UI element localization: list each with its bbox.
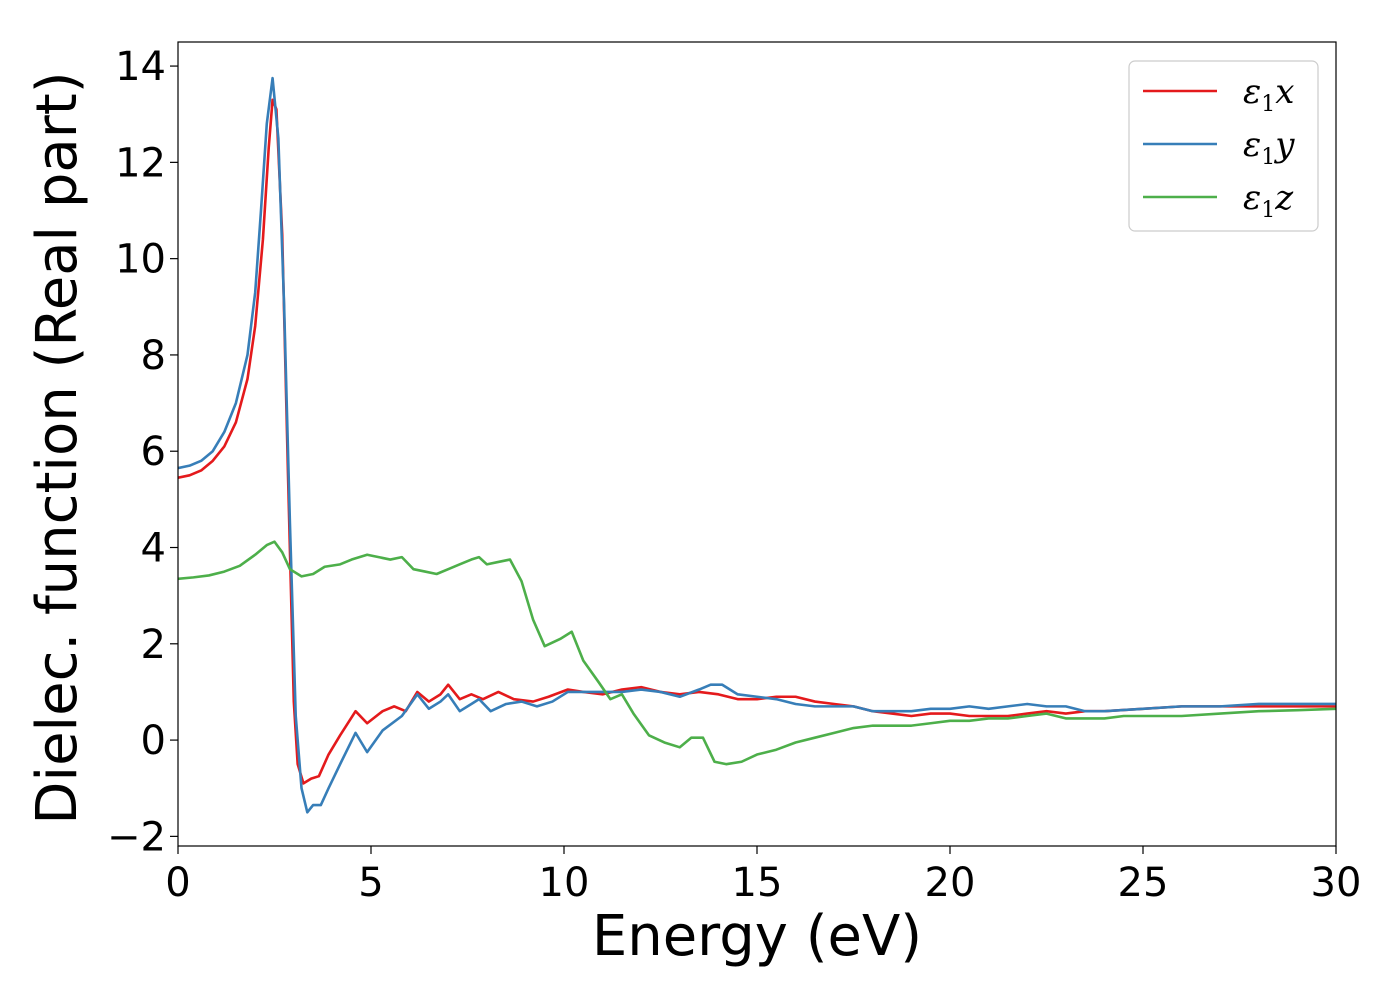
legend-box bbox=[1128, 60, 1319, 232]
y-tick-label: 14 bbox=[115, 44, 166, 90]
legend-entry-z: ε1z bbox=[1243, 178, 1294, 223]
legend-subscript: 1 bbox=[1261, 145, 1275, 170]
legend-subscript: 1 bbox=[1261, 92, 1275, 117]
y-tick-label: −2 bbox=[107, 814, 166, 860]
y-tick-label: 6 bbox=[141, 429, 166, 475]
x-tick-label: 20 bbox=[925, 860, 976, 906]
legend-subscript: 1 bbox=[1261, 198, 1275, 223]
y-tick-label: 2 bbox=[141, 622, 166, 668]
x-tick-label: 10 bbox=[539, 860, 590, 906]
x-tick-label: 0 bbox=[165, 860, 190, 906]
x-tick-label: 25 bbox=[1118, 860, 1169, 906]
y-tick-label: 8 bbox=[141, 333, 166, 379]
series-layer bbox=[178, 76, 1336, 814]
legend-component: x bbox=[1275, 72, 1294, 112]
x-axis-label: Energy (eV) bbox=[592, 904, 922, 969]
legend-component: y bbox=[1273, 125, 1295, 165]
y-tick-label: 4 bbox=[141, 526, 166, 572]
legend-entry-x: ε1x bbox=[1243, 72, 1294, 117]
y-axis-label: Dielec. function (Real part) bbox=[25, 71, 90, 824]
y-tick-label: 0 bbox=[141, 718, 166, 764]
series-line-z bbox=[178, 540, 1336, 766]
x-tick-label: 5 bbox=[358, 860, 383, 906]
legend-symbol: ε bbox=[1243, 178, 1261, 218]
y-tick-label: 12 bbox=[115, 140, 166, 186]
legend-component: z bbox=[1274, 178, 1294, 218]
legend-symbol: ε bbox=[1243, 125, 1261, 165]
legend-symbol: ε bbox=[1243, 72, 1261, 112]
x-tick-label: 15 bbox=[732, 860, 783, 906]
x-tick-label: 30 bbox=[1311, 860, 1362, 906]
series-line-y bbox=[178, 76, 1336, 814]
legend-entry-y: ε1y bbox=[1243, 125, 1295, 170]
y-tick-label: 10 bbox=[115, 237, 166, 283]
